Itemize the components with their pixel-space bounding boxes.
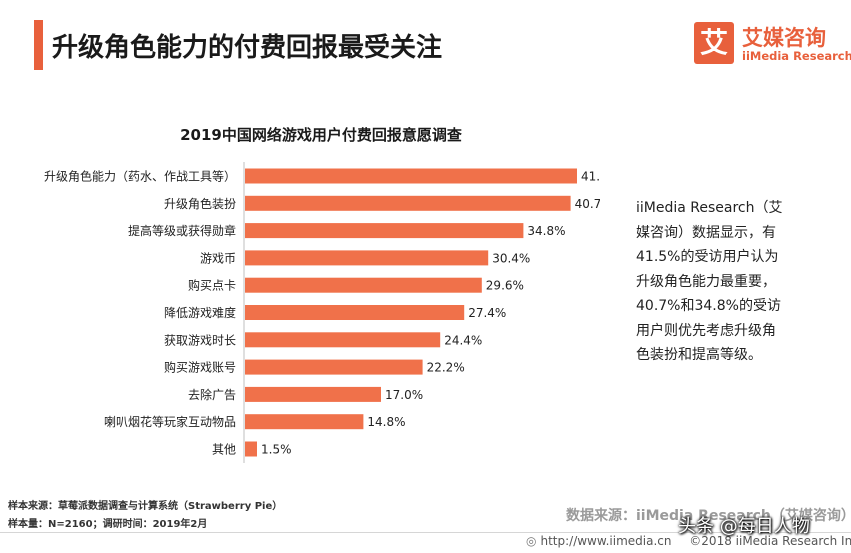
data-label: 30.4% — [492, 251, 530, 265]
brand-logo: 艾 艾媒咨询 iiMedia Research — [694, 20, 851, 68]
footer: ◎ http://www.iimedia.cn ©2018 iiMedia Res… — [526, 534, 851, 548]
category-label: 其他 — [212, 443, 236, 457]
page-title: 升级角色能力的付费回报最受关注 — [52, 33, 443, 63]
bar — [245, 305, 465, 320]
data-label: 27.4% — [468, 306, 506, 320]
data-label: 1.5% — [261, 443, 292, 457]
data-label: 22.2% — [427, 361, 465, 375]
category-label: 升级角色装扮 — [164, 197, 236, 211]
category-label: 去除广告 — [188, 387, 236, 402]
chart-title: 2019中国网络游戏用户付费回报意愿调查 — [180, 126, 462, 144]
data-label: 17.0% — [385, 388, 423, 402]
logo-icon: 艾 — [694, 22, 734, 64]
bar — [245, 359, 423, 375]
data-label: 34.8% — [527, 224, 565, 238]
data-label: 14.8% — [367, 415, 405, 429]
bar — [245, 386, 381, 402]
data-source-label: 数据来源：iiMedia Research（艾媒咨询） — [566, 508, 851, 524]
bar — [245, 250, 489, 266]
category-label: 获取游戏时长 — [164, 333, 236, 347]
category-label: 升级角色能力（药水、作战工具等） — [44, 170, 236, 184]
footer-divider — [0, 532, 851, 533]
category-label: 提高等级或获得勋章 — [128, 223, 236, 238]
commentary-text: iiMedia Research（艾媒咨询）数据显示，有41.5%的受访用户认为… — [636, 200, 783, 363]
category-label: 购买点卡 — [188, 278, 236, 293]
category-label: 购买游戏账号 — [164, 360, 236, 375]
footnote-sample-source: 样本来源：草莓派数据调查与计算系统（Strawberry Pie） — [8, 501, 283, 512]
bar — [245, 277, 482, 293]
footer-url-link[interactable]: http://www.iimedia.cn — [540, 534, 672, 548]
globe-icon: ◎ — [526, 534, 537, 548]
data-label: 29.6% — [486, 279, 524, 293]
bar — [245, 414, 364, 430]
bar — [245, 195, 571, 211]
bar — [245, 441, 257, 457]
bar — [245, 332, 441, 348]
bar — [245, 223, 524, 239]
title-accent-bar — [34, 20, 43, 70]
bar — [245, 168, 577, 184]
footer-copyright: ©2018 iiMedia Research Inc — [689, 534, 851, 548]
category-label: 游戏币 — [200, 251, 236, 265]
watermark: 头条 @每日人物 — [678, 516, 810, 537]
category-label: 降低游戏难度 — [164, 305, 236, 320]
bar-chart: 升级角色能力（药水、作战工具等） 41.5% 升级角色装扮 40.7% 提高等级或获得勋… — [44, 162, 600, 463]
category-label: 喇叭烟花等玩家互动物品 — [104, 414, 236, 429]
footnote-sample-size: 样本量：N=2160；调研时间：2019年2月 — [8, 519, 208, 530]
logo-name-en: iiMedia Research — [742, 49, 851, 63]
data-label: 41.5% — [581, 170, 600, 184]
logo-name-cn: 艾媒咨询 — [742, 26, 826, 50]
data-label: 40.7% — [575, 197, 600, 211]
data-label: 24.4% — [444, 333, 482, 347]
